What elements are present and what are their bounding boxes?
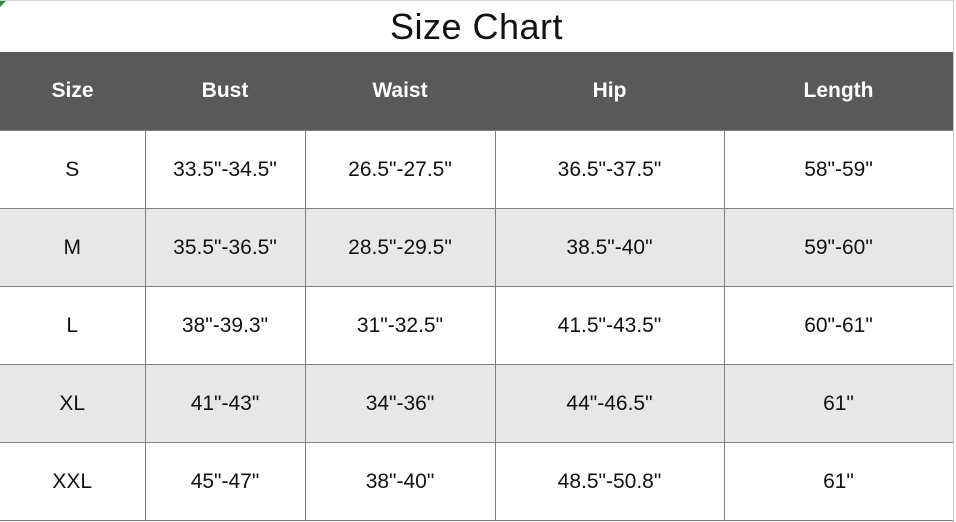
cell-length[interactable]: 58"-59" (723, 130, 954, 209)
size-chart-table: Size Bust Waist Hip Length S 33.5"-34.5"… (0, 52, 954, 521)
cell-waist[interactable]: 31"-32.5" (304, 286, 496, 365)
header-cell-hip[interactable]: Hip (495, 52, 724, 131)
cell-length[interactable]: 60"-61" (723, 286, 954, 365)
cell-corner-indicator (0, 0, 7, 7)
cell-size[interactable]: M (0, 208, 146, 287)
table-row: XL 41"-43" 34"-36" 44"-46.5" 61" (0, 364, 954, 443)
header-cell-waist[interactable]: Waist (305, 52, 495, 131)
title-row[interactable]: Size Chart (0, 0, 953, 52)
cell-waist[interactable]: 28.5"-29.5" (304, 208, 496, 287)
cell-waist[interactable]: 38"-40" (304, 442, 496, 521)
table-row: XXL 45"-47" 38"-40" 48.5"-50.8" 61" (0, 442, 954, 521)
size-chart-title: Size Chart (389, 5, 564, 47)
cell-hip[interactable]: 36.5"-37.5" (494, 130, 725, 209)
cell-bust[interactable]: 41"-43" (144, 364, 306, 443)
cell-hip[interactable]: 44"-46.5" (494, 364, 725, 443)
cell-size[interactable]: L (0, 286, 146, 365)
cell-length[interactable]: 61" (723, 364, 954, 443)
cell-waist[interactable]: 34"-36" (304, 364, 496, 443)
table-row: L 38"-39.3" 31"-32.5" 41.5"-43.5" 60"-61… (0, 286, 954, 365)
header-row: Size Bust Waist Hip Length (0, 52, 953, 131)
cell-hip[interactable]: 41.5"-43.5" (494, 286, 725, 365)
cell-length[interactable]: 59"-60" (723, 208, 954, 287)
cell-waist[interactable]: 26.5"-27.5" (304, 130, 496, 209)
cell-hip[interactable]: 38.5"-40" (494, 208, 725, 287)
cell-size[interactable]: XL (0, 364, 146, 443)
table-row: S 33.5"-34.5" 26.5"-27.5" 36.5"-37.5" 58… (0, 130, 954, 209)
cell-bust[interactable]: 33.5"-34.5" (144, 130, 306, 209)
header-cell-size[interactable]: Size (0, 52, 145, 131)
header-cell-length[interactable]: Length (724, 52, 953, 131)
cell-bust[interactable]: 38"-39.3" (144, 286, 306, 365)
cell-size[interactable]: S (0, 130, 146, 209)
cell-size[interactable]: XXL (0, 442, 146, 521)
header-cell-bust[interactable]: Bust (145, 52, 305, 131)
cell-length[interactable]: 61" (723, 442, 954, 521)
cell-bust[interactable]: 45"-47" (144, 442, 306, 521)
table-row: M 35.5"-36.5" 28.5"-29.5" 38.5"-40" 59"-… (0, 208, 954, 287)
column-divider (953, 0, 954, 522)
cell-hip[interactable]: 48.5"-50.8" (494, 442, 725, 521)
cell-bust[interactable]: 35.5"-36.5" (144, 208, 306, 287)
